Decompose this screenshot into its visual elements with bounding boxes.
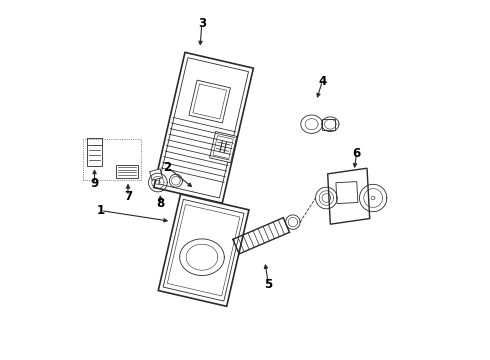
Text: 8: 8 <box>156 197 165 210</box>
Text: 4: 4 <box>318 75 326 87</box>
Text: 3: 3 <box>198 17 206 30</box>
Polygon shape <box>150 169 163 180</box>
Polygon shape <box>193 84 226 119</box>
Text: 1: 1 <box>97 204 105 217</box>
Polygon shape <box>158 194 249 306</box>
Text: 7: 7 <box>124 190 132 203</box>
Text: 2: 2 <box>164 161 171 174</box>
Polygon shape <box>213 136 233 158</box>
Polygon shape <box>336 182 358 203</box>
Polygon shape <box>159 58 248 198</box>
Polygon shape <box>328 168 369 224</box>
Polygon shape <box>87 145 102 166</box>
Polygon shape <box>322 119 335 130</box>
Text: 9: 9 <box>90 177 98 190</box>
Polygon shape <box>154 53 253 203</box>
Polygon shape <box>189 80 230 123</box>
Polygon shape <box>116 165 138 178</box>
Polygon shape <box>167 204 240 296</box>
Polygon shape <box>163 199 244 301</box>
Text: 5: 5 <box>264 278 272 291</box>
Text: 6: 6 <box>352 147 361 159</box>
Polygon shape <box>210 131 237 163</box>
